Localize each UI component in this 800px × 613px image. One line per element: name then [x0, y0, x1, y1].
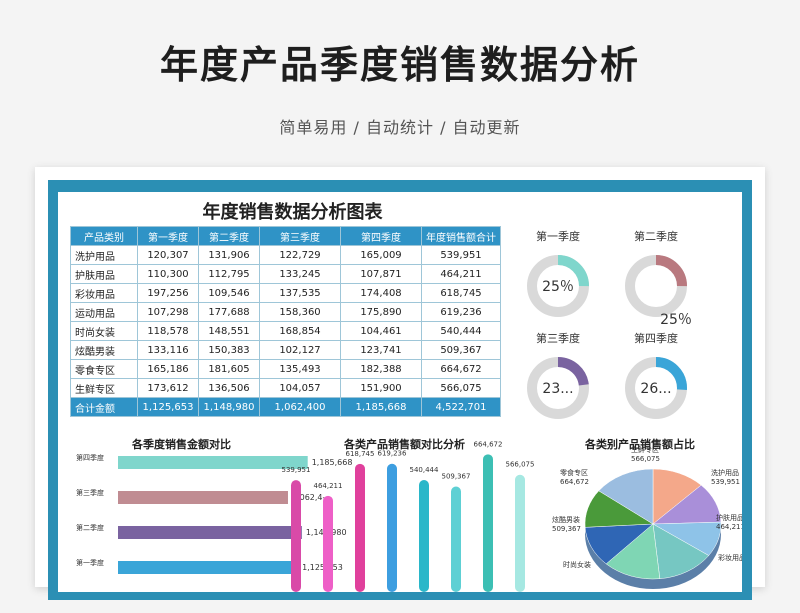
pie-value-label: 566,075	[631, 455, 660, 463]
vbar	[291, 480, 301, 592]
donut-percent-label: 25％	[542, 279, 574, 295]
chart-title-share: 各类别产品销售额占比	[585, 438, 695, 451]
vbar-value-label: 566,075	[506, 461, 535, 469]
vbar-value-label: 540,444	[410, 466, 439, 474]
vbar	[355, 463, 365, 592]
vbar	[387, 463, 397, 592]
hbar-category-label: 第一季度	[76, 558, 104, 567]
table-header-row: 产品类别 第一季度 第二季度 第三季度 第四季度 年度销售额合计	[70, 226, 501, 246]
hbar-value-label: 1,062,4--	[292, 493, 328, 502]
vbar-value-label: 619,236	[378, 450, 407, 458]
total-cell: 1,185,668	[340, 397, 422, 417]
vbar-value-label: 664,672	[474, 440, 503, 448]
table-row: 护肤用品 110,300 112,795 133,245 107,871 464,211	[70, 264, 501, 284]
pie-slice	[598, 468, 654, 525]
donut-arc	[625, 255, 687, 317]
pie-value-label: 664,672	[560, 478, 589, 486]
pie-category-label: 护肤用品	[716, 513, 742, 522]
pie-category-label: 彩妆用品	[718, 553, 742, 562]
pie-value-label: 509,367	[552, 525, 581, 533]
pie-category-label: 生鲜专区	[631, 445, 659, 454]
table-row: 生鲜专区 173,612 136,506 104,057 151,900 566,075	[70, 378, 501, 398]
vbar-value-label: 618,745	[346, 450, 375, 458]
hbar	[118, 456, 308, 469]
total-cell: 合计金额	[70, 397, 138, 417]
total-cell: 1,062,400	[259, 397, 341, 417]
pie-slice	[652, 523, 710, 579]
hbar-value-label: 1,125,653	[302, 563, 343, 572]
header-cell: 第三季度	[259, 226, 341, 246]
pie-category-label: 炫酷男装	[552, 515, 580, 524]
pie-value-label: 464,211	[716, 523, 742, 531]
table-row: 运动用品 107,298 177,688 158,360 175,890 619,236	[70, 302, 501, 322]
pie-category-label: 零食专区	[560, 468, 588, 477]
hbar-category-label: 第三季度	[76, 488, 104, 497]
table-row: 彩妆用品 197,256 109,546 137,535 174,408 618,745	[70, 283, 501, 303]
pie-slice	[605, 523, 661, 580]
sheet-frame: 年度销售数据分析图表 产品类别 第一季度 第二季度 第三季度 第四季度 年度销售…	[48, 180, 752, 600]
sales-table: 产品类别 第一季度 第二季度 第三季度 第四季度 年度销售额合计 洗护用品 120…	[70, 226, 501, 417]
pie-category-label: 洗护用品	[711, 468, 739, 477]
header-cell: 第四季度	[340, 226, 422, 246]
donut-title-q3: 第三季度	[536, 332, 580, 345]
vbar	[451, 486, 461, 592]
donut-percent-label: 26...	[640, 381, 671, 397]
hbar-value-label: 1,185,668	[312, 458, 353, 467]
donut-title-q1: 第一季度	[536, 230, 580, 243]
pie-category-label: 时尚女装	[563, 560, 591, 569]
donut-percent-label: 25％	[660, 312, 692, 328]
chart-title-quarter: 各季度销售金额对比	[132, 438, 231, 451]
sheet-title: 年度销售数据分析图表	[202, 202, 383, 223]
vbar-value-label: 509,367	[442, 472, 471, 480]
spreadsheet: 年度销售数据分析图表 产品类别 第一季度 第二季度 第三季度 第四季度 年度销售…	[58, 192, 742, 592]
table-row: 洗护用品 120,307 131,906 122,729 165,009 539,951	[70, 245, 501, 265]
donut-arc	[527, 255, 589, 317]
hbar-category-label: 第四季度	[76, 453, 104, 462]
donut-arc	[625, 357, 687, 419]
donut-percent-label: 23...	[542, 381, 573, 397]
preview-card: 年度销售数据分析图表 产品类别 第一季度 第二季度 第三季度 第四季度 年度销售…	[35, 167, 765, 600]
total-cell: 1,148,980	[198, 397, 260, 417]
bottom-charts: 第四季度1,185,668第三季度1,062,4--第二季度1,148,980第…	[76, 440, 742, 592]
chart-title-category: 各类产品销售额对比分析	[344, 438, 465, 451]
donut-title-q2: 第二季度	[634, 230, 678, 243]
page-subtitle: 简单易用 / 自动统计 / 自动更新	[279, 118, 521, 137]
donut-title-q4: 第四季度	[634, 332, 678, 345]
hbar	[118, 561, 299, 574]
header-cell: 第一季度	[137, 226, 199, 246]
vbar	[515, 474, 525, 592]
page-title: 年度产品季度销售数据分析	[159, 43, 640, 87]
vbar	[419, 480, 429, 592]
vbar-value-label: 464,211	[314, 482, 343, 490]
vbar	[483, 454, 493, 592]
header-cell: 年度销售额合计	[421, 226, 501, 246]
total-cell: 4,522,701	[421, 397, 501, 417]
donut-charts: 25％ 25％ 23... 26...	[527, 255, 692, 419]
hbar	[118, 491, 288, 504]
table-row: 零食专区 165,186 181,605 135,493 182,388 664,672	[70, 359, 501, 379]
total-cell: 1,125,653	[137, 397, 199, 417]
pie-value-label: 539,951	[711, 478, 740, 486]
vbar-value-label: 539,951	[282, 466, 311, 474]
donut-arc	[527, 357, 589, 419]
table-total-row: 合计金额 1,125,653 1,148,980 1,062,400 1,185,668…	[70, 397, 501, 417]
vbar	[323, 495, 333, 592]
hbar	[118, 526, 302, 539]
header-cell: 产品类别	[70, 226, 138, 246]
hbar-category-label: 第二季度	[76, 523, 104, 532]
